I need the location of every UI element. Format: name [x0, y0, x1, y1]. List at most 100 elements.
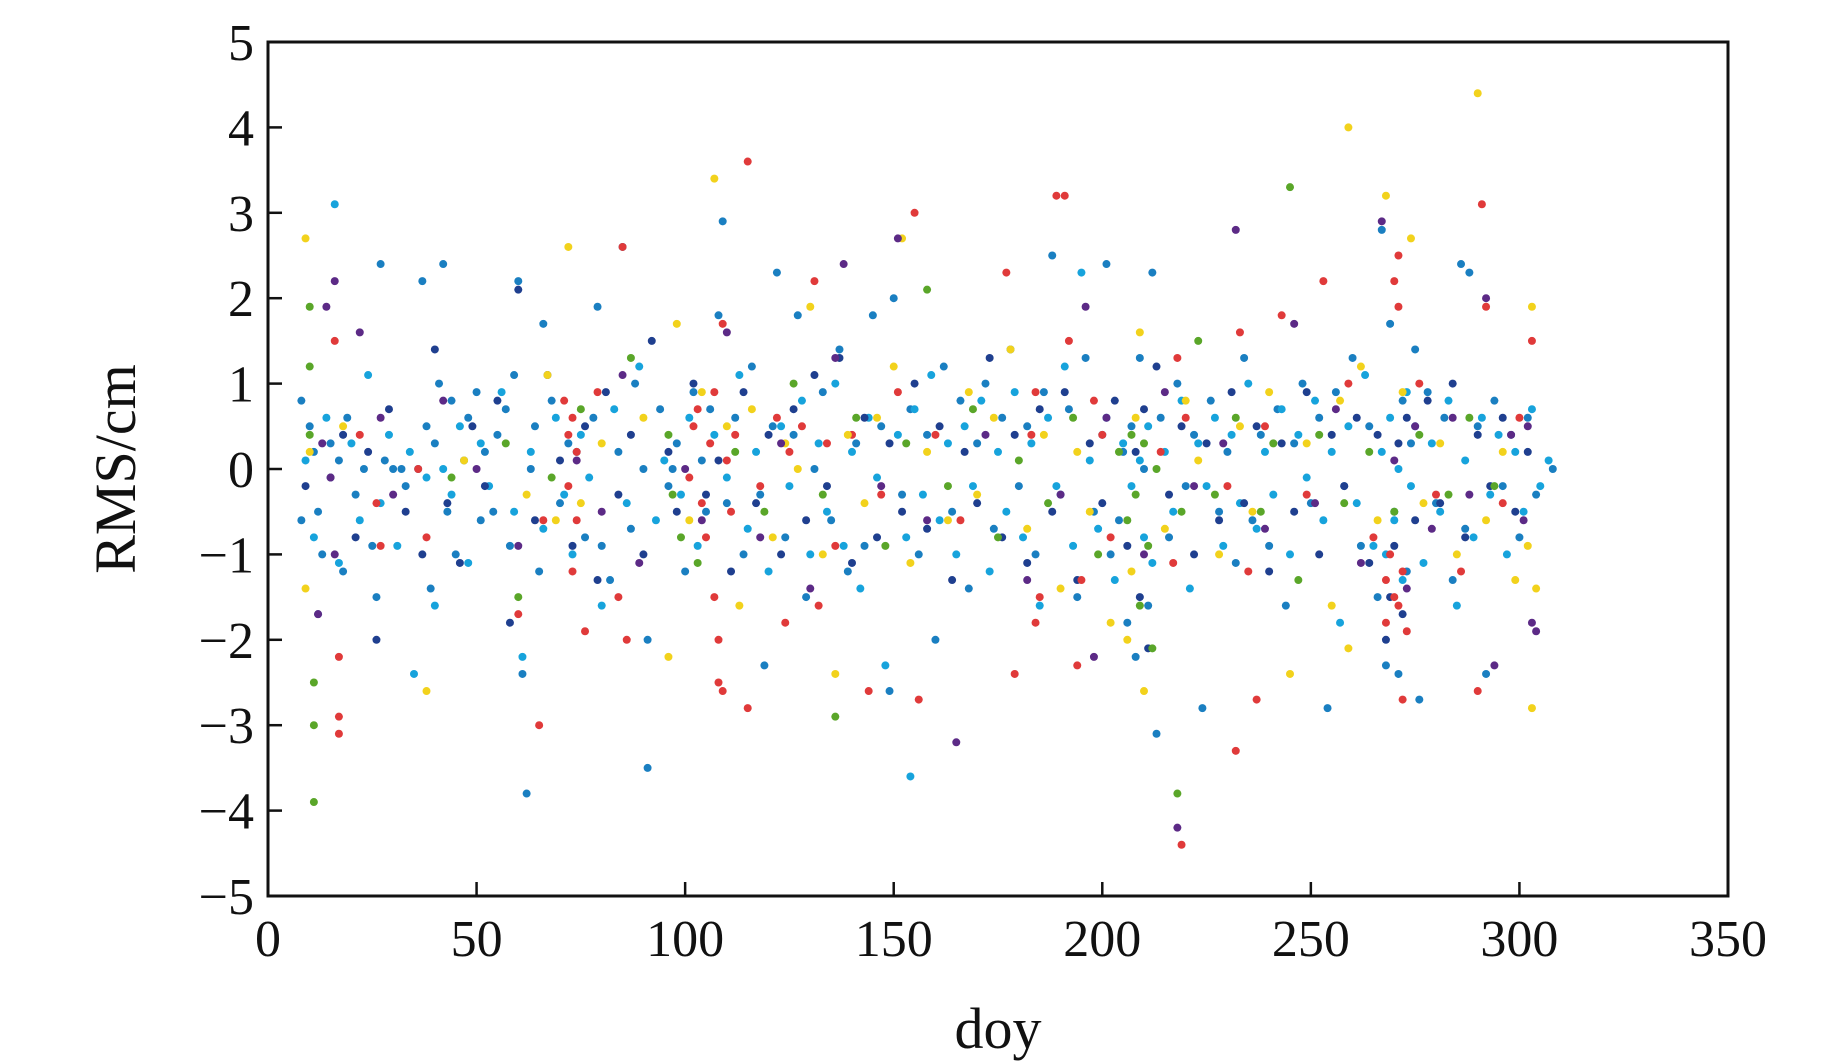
data-point	[989, 524, 998, 533]
data-point	[1415, 430, 1424, 439]
data-point	[1290, 507, 1299, 516]
data-point	[710, 388, 719, 397]
data-point	[389, 490, 398, 499]
data-point	[1123, 541, 1132, 550]
data-point	[560, 490, 569, 499]
data-point	[1327, 430, 1336, 439]
data-point	[668, 465, 677, 473]
data-point	[768, 422, 777, 431]
data-point	[1265, 388, 1274, 397]
data-point	[860, 413, 869, 422]
data-point	[1286, 550, 1294, 559]
data-point	[1198, 704, 1207, 713]
data-point	[747, 362, 756, 371]
data-point	[1394, 302, 1403, 311]
data-point	[1402, 413, 1411, 422]
data-point	[1523, 422, 1532, 431]
data-point	[422, 422, 431, 431]
data-point	[1235, 328, 1244, 337]
data-point	[414, 465, 423, 473]
data-point	[1498, 413, 1507, 422]
data-point	[518, 669, 527, 678]
data-point	[510, 371, 519, 380]
data-point	[1302, 439, 1311, 448]
data-point	[439, 260, 448, 269]
data-point	[1394, 601, 1403, 610]
data-point	[1215, 507, 1224, 516]
data-point	[1381, 661, 1390, 670]
data-point	[322, 413, 331, 422]
data-point	[1210, 490, 1219, 499]
data-point	[1340, 499, 1349, 508]
data-point	[314, 610, 323, 619]
data-point	[1098, 430, 1107, 439]
data-point	[597, 541, 606, 550]
data-point	[1423, 388, 1432, 397]
data-point	[1315, 430, 1324, 439]
data-point	[301, 584, 310, 593]
data-point	[697, 499, 706, 508]
data-point	[547, 473, 556, 482]
y-axis-label: RMS/cm	[83, 364, 148, 574]
data-point	[1482, 516, 1491, 525]
data-point	[1373, 516, 1382, 525]
data-point	[439, 465, 448, 473]
data-point	[1277, 405, 1286, 414]
data-point	[1190, 550, 1199, 559]
data-point	[1010, 669, 1019, 678]
data-point	[893, 234, 902, 243]
data-point	[593, 302, 602, 311]
data-point	[910, 208, 919, 217]
data-point	[994, 447, 1002, 456]
data-point	[1381, 191, 1390, 200]
data-point	[451, 550, 460, 559]
data-point	[522, 789, 531, 798]
data-point	[1023, 558, 1032, 567]
data-point	[1331, 405, 1340, 414]
data-point	[1365, 422, 1374, 431]
data-point	[706, 405, 715, 414]
data-point	[1177, 422, 1186, 431]
data-point	[927, 371, 936, 380]
data-point	[380, 456, 389, 465]
data-point	[1465, 490, 1474, 499]
data-point	[476, 439, 485, 448]
data-point	[1181, 396, 1190, 405]
data-point	[514, 277, 523, 286]
data-point	[1177, 840, 1186, 849]
data-point	[1365, 447, 1374, 456]
data-point	[843, 567, 852, 576]
data-point	[1127, 430, 1136, 439]
data-point	[689, 379, 698, 388]
data-point	[893, 388, 902, 397]
data-point	[1294, 576, 1303, 585]
data-point	[743, 157, 752, 166]
data-point	[472, 465, 481, 473]
data-point	[1498, 447, 1507, 456]
data-point	[702, 533, 710, 542]
data-point	[914, 550, 923, 559]
data-point	[1286, 669, 1294, 678]
data-point	[1473, 422, 1482, 431]
data-point	[756, 490, 765, 499]
data-point	[1436, 499, 1445, 508]
data-point	[1077, 268, 1086, 277]
data-point	[722, 422, 731, 431]
data-point	[1477, 200, 1486, 209]
data-point	[831, 379, 840, 388]
data-point	[309, 798, 318, 807]
data-point	[831, 541, 840, 550]
data-point	[1069, 541, 1078, 550]
data-point	[647, 336, 656, 345]
data-point	[597, 601, 606, 610]
data-point	[1181, 482, 1190, 491]
data-point	[676, 533, 685, 542]
data-point	[464, 558, 473, 567]
data-point	[1386, 550, 1395, 559]
data-point	[597, 507, 606, 516]
data-point	[877, 482, 886, 491]
data-point	[772, 413, 781, 422]
data-point	[1444, 490, 1453, 499]
data-point	[1515, 413, 1524, 422]
data-point	[994, 533, 1002, 542]
